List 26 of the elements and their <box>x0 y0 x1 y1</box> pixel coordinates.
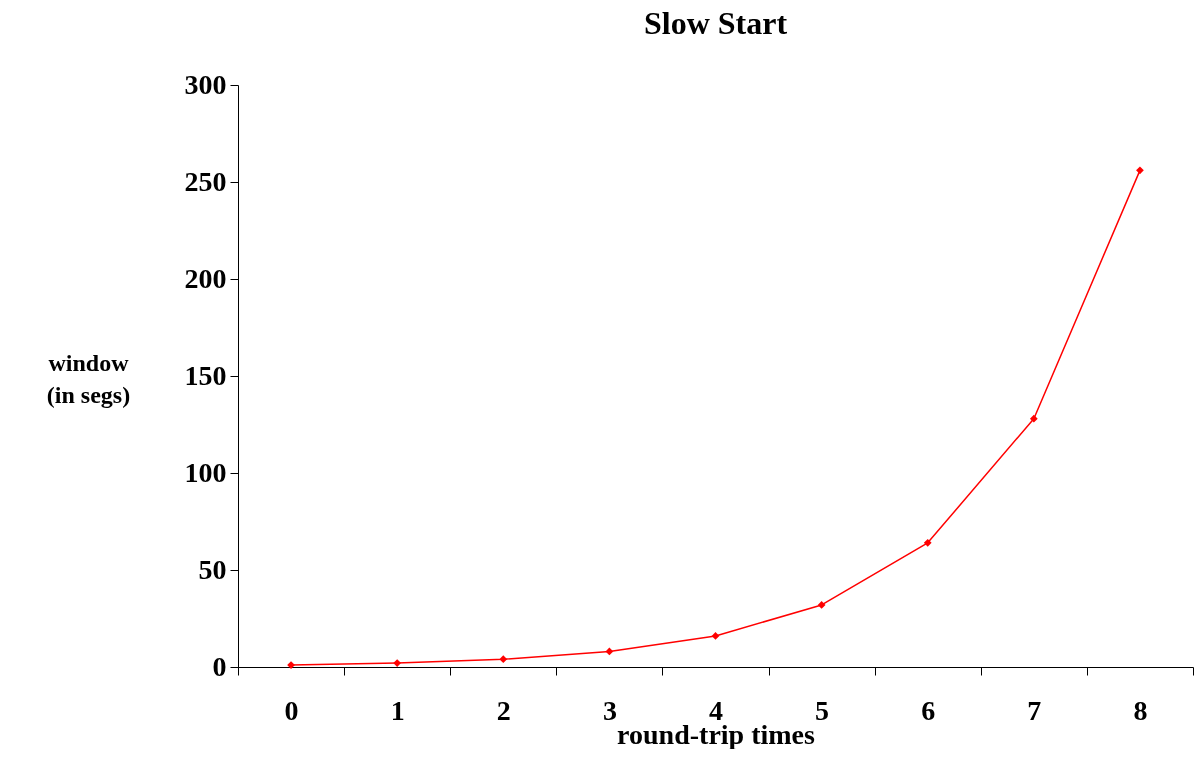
x-tick-label: 5 <box>815 694 830 726</box>
x-tick-label: 0 <box>284 694 299 726</box>
y-axis-title: window (in segs) <box>46 349 131 408</box>
y-tick-label: 0 <box>212 650 227 682</box>
y-tick-label: 100 <box>184 456 227 488</box>
point <box>923 538 932 547</box>
x-tick-label: 1 <box>390 694 405 726</box>
x-tick-label: 3 <box>602 694 617 726</box>
y-tick-label: 150 <box>184 359 227 391</box>
y-tick-label: 200 <box>184 262 227 294</box>
point <box>711 632 720 640</box>
chart-title: Slow Start <box>643 5 788 41</box>
x-tick-label: 7 <box>1027 694 1042 726</box>
point <box>1136 166 1144 175</box>
x-tick-label: 6 <box>921 694 936 726</box>
x-tick-label: 4 <box>709 694 723 726</box>
point <box>499 655 508 664</box>
point <box>817 601 826 609</box>
y-tick-label: 50 <box>198 553 227 585</box>
point <box>393 659 402 667</box>
x-tick-label: 8 <box>1133 694 1148 726</box>
y-tick-label: 300 <box>184 68 227 100</box>
point <box>605 647 614 656</box>
point <box>1029 414 1038 423</box>
y-tick-label: 250 <box>184 165 227 197</box>
x-tick-label: 2 <box>496 694 511 726</box>
